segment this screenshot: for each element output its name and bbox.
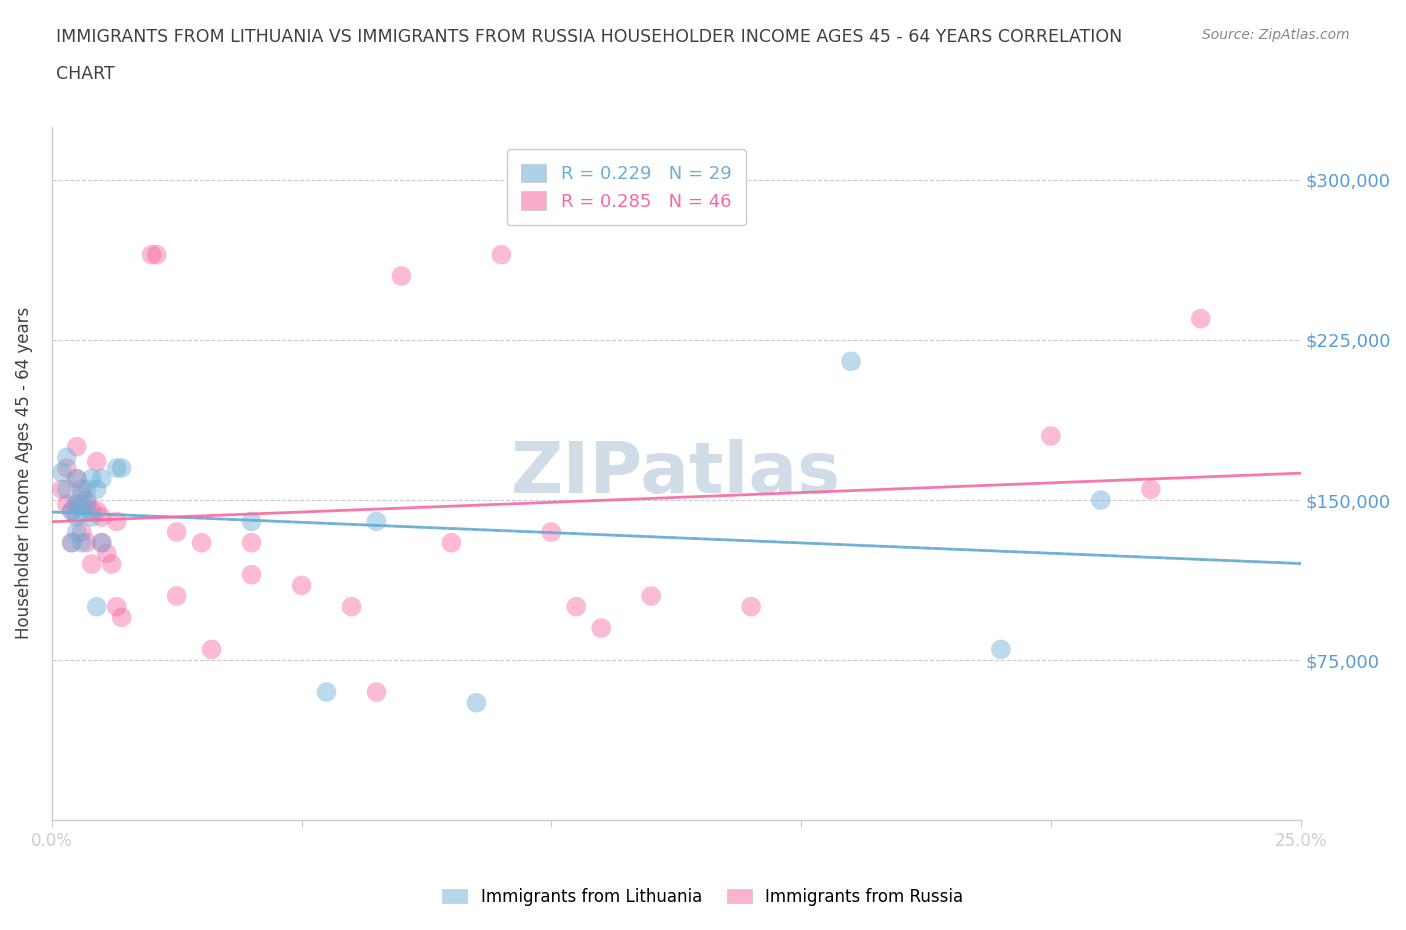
Point — [240, 514, 263, 529]
Point — [80, 556, 103, 571]
Point — [76, 482, 98, 497]
Point — [76, 536, 98, 551]
Point — [70, 525, 93, 539]
Point — [1090, 493, 1112, 508]
Point — [66, 497, 89, 512]
Point — [340, 599, 363, 614]
Point — [86, 454, 108, 469]
Point — [391, 269, 413, 284]
Point — [100, 556, 122, 571]
Point — [440, 536, 463, 551]
Point — [70, 503, 93, 518]
Point — [111, 610, 134, 625]
Point — [640, 589, 662, 604]
Text: Source: ZipAtlas.com: Source: ZipAtlas.com — [1202, 28, 1350, 42]
Point — [55, 460, 77, 475]
Point — [1039, 429, 1062, 444]
Point — [51, 482, 73, 497]
Point — [540, 525, 562, 539]
Point — [70, 536, 93, 551]
Point — [90, 510, 112, 525]
Point — [60, 536, 83, 551]
Point — [66, 472, 89, 486]
Point — [55, 497, 77, 512]
Point — [190, 536, 212, 551]
Point — [80, 472, 103, 486]
Point — [66, 525, 89, 539]
Point — [290, 578, 312, 592]
Point — [366, 514, 388, 529]
Point — [86, 503, 108, 518]
Point — [1189, 312, 1212, 326]
Point — [166, 589, 188, 604]
Point — [90, 472, 112, 486]
Point — [70, 497, 93, 512]
Point — [166, 525, 188, 539]
Point — [141, 247, 163, 262]
Point — [201, 642, 224, 657]
Point — [76, 493, 98, 508]
Point — [491, 247, 513, 262]
Point — [111, 460, 134, 475]
Y-axis label: Householder Income Ages 45 - 64 years: Householder Income Ages 45 - 64 years — [15, 307, 32, 640]
Point — [66, 472, 89, 486]
Point — [76, 497, 98, 512]
Point — [591, 620, 613, 635]
Point — [66, 497, 89, 512]
Point — [90, 536, 112, 551]
Text: CHART: CHART — [56, 65, 115, 83]
Point — [66, 439, 89, 454]
Point — [60, 503, 83, 518]
Point — [315, 684, 337, 699]
Point — [55, 450, 77, 465]
Point — [86, 599, 108, 614]
Point — [51, 465, 73, 480]
Point — [145, 247, 167, 262]
Point — [839, 354, 862, 369]
Point — [990, 642, 1012, 657]
Point — [465, 696, 488, 711]
Point — [1139, 482, 1161, 497]
Point — [240, 536, 263, 551]
Point — [70, 482, 93, 497]
Point — [105, 599, 128, 614]
Point — [70, 488, 93, 503]
Point — [105, 514, 128, 529]
Point — [86, 482, 108, 497]
Point — [366, 684, 388, 699]
Point — [80, 503, 103, 518]
Point — [80, 510, 103, 525]
Point — [240, 567, 263, 582]
Legend: Immigrants from Lithuania, Immigrants from Russia: Immigrants from Lithuania, Immigrants fr… — [436, 881, 970, 912]
Text: IMMIGRANTS FROM LITHUANIA VS IMMIGRANTS FROM RUSSIA HOUSEHOLDER INCOME AGES 45 -: IMMIGRANTS FROM LITHUANIA VS IMMIGRANTS … — [56, 28, 1122, 46]
Point — [60, 536, 83, 551]
Point — [90, 536, 112, 551]
Text: ZIPatlas: ZIPatlas — [512, 439, 841, 508]
Point — [740, 599, 762, 614]
Point — [105, 460, 128, 475]
Point — [66, 510, 89, 525]
Point — [565, 599, 588, 614]
Point — [96, 546, 118, 561]
Point — [60, 503, 83, 518]
Point — [55, 482, 77, 497]
Legend: R = 0.229   N = 29, R = 0.285   N = 46: R = 0.229 N = 29, R = 0.285 N = 46 — [506, 150, 747, 225]
